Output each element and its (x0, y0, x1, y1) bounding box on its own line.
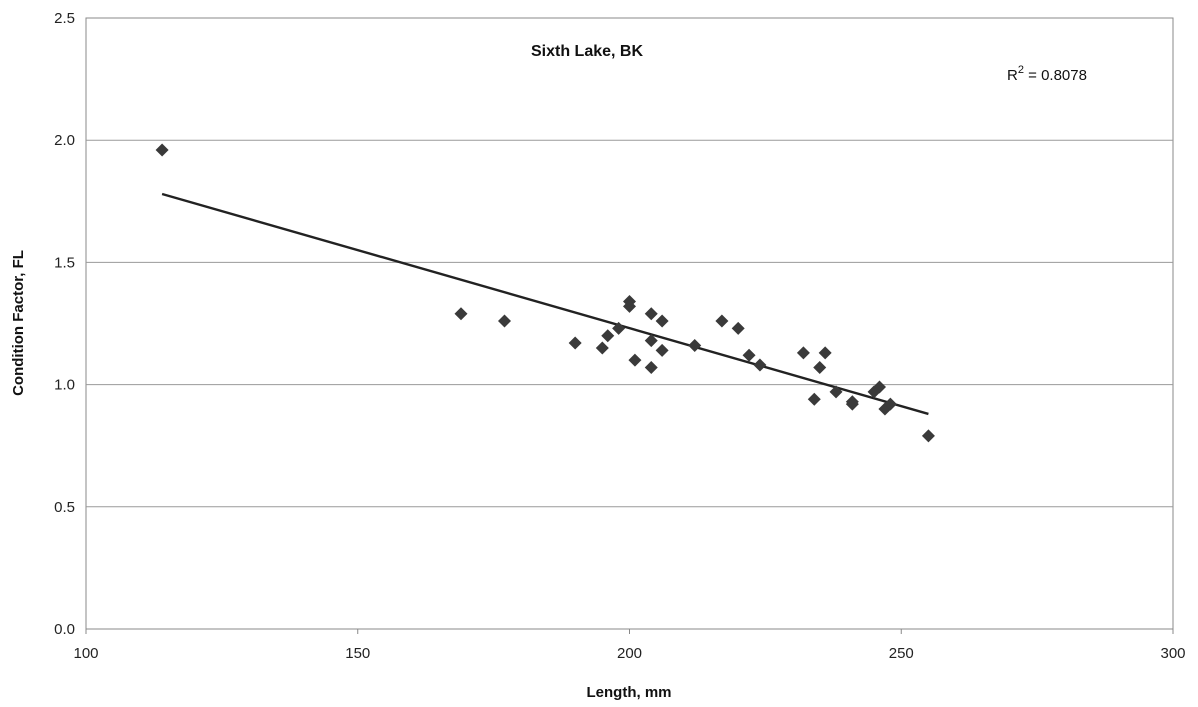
data-point (753, 358, 767, 372)
y-axis-title: Condition Factor, FL (10, 250, 27, 396)
data-point (623, 299, 636, 313)
data-point (873, 380, 887, 394)
data-point (829, 385, 843, 399)
x-tick-labels: 100 150 200 250 300 (73, 629, 1186, 662)
data-point (644, 360, 658, 374)
y-tick-label: 1.0 (54, 377, 75, 394)
x-tick-label: 200 (617, 645, 642, 662)
data-point (568, 336, 582, 350)
data-point (612, 321, 626, 335)
data-point (155, 143, 169, 157)
y-tick-label: 1.5 (54, 254, 75, 271)
data-point (731, 321, 745, 335)
chart-title: Sixth Lake, BK (531, 43, 643, 60)
data-point (921, 429, 935, 443)
y-tick-label: 0.0 (54, 621, 75, 638)
data-point (595, 341, 609, 355)
data-point (497, 314, 511, 328)
data-point (807, 392, 821, 406)
data-point (628, 353, 642, 367)
data-point (688, 338, 702, 352)
trendline (161, 192, 929, 416)
data-point (644, 334, 658, 348)
data-point (601, 329, 615, 343)
r-squared-exponent: 2 (1018, 64, 1024, 76)
data-point (742, 348, 756, 362)
y-tick-labels: 0.0 0.5 1.0 1.5 2.0 2.5 (54, 10, 75, 638)
x-axis-title: Length, mm (587, 684, 672, 701)
r-squared-value: = 0.8078 (1024, 67, 1087, 84)
data-points (155, 143, 935, 443)
x-tick-label: 250 (889, 645, 914, 662)
y-tick-label: 2.0 (54, 132, 75, 149)
x-tick-label: 150 (345, 645, 370, 662)
plot-area (85, 17, 1174, 630)
data-point (845, 397, 859, 411)
x-tick-label: 100 (73, 645, 98, 662)
data-point (796, 346, 810, 360)
data-point (454, 307, 468, 321)
r-squared-prefix: R (1007, 67, 1018, 84)
y-tick-label: 2.5 (54, 10, 75, 27)
data-point (883, 397, 897, 411)
x-tick-label: 300 (1160, 645, 1185, 662)
data-point (644, 307, 658, 321)
data-point (813, 360, 827, 374)
data-point (818, 346, 832, 360)
r-squared-annotation: R2 = 0.8078 (1007, 64, 1087, 84)
data-point (655, 314, 669, 328)
data-point (715, 314, 729, 328)
data-point (655, 343, 669, 357)
gridlines (86, 139, 1173, 508)
y-tick-label: 0.5 (54, 499, 75, 516)
